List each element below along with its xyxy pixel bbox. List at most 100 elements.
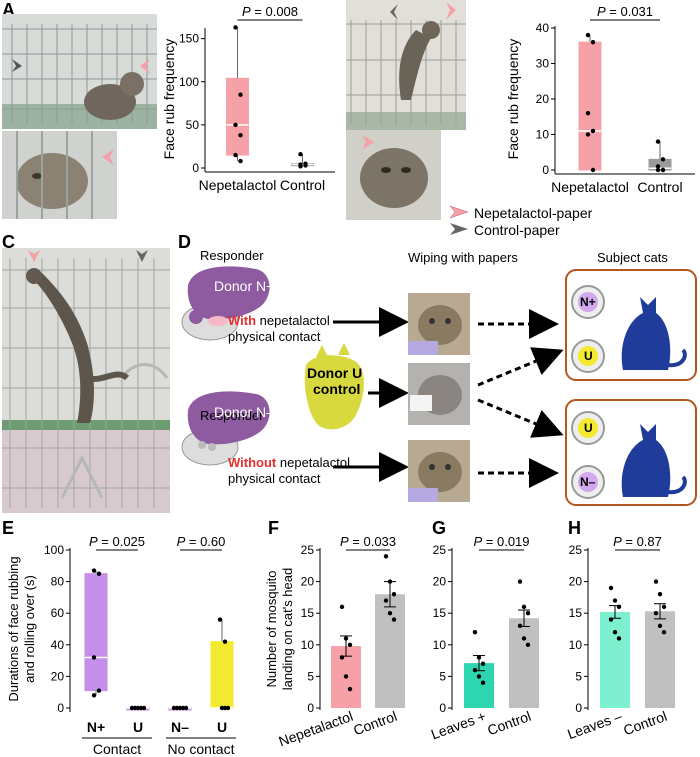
data-point: [91, 655, 97, 660]
subject-cat-top-icon: [621, 297, 687, 370]
label-without-word: Without: [228, 455, 277, 470]
y-tick-label: 25: [569, 543, 583, 557]
data-point: [585, 111, 591, 116]
legend-label-nepetalactol: Nepetalactol-paper: [474, 205, 593, 221]
y-tick-label: 10: [433, 638, 447, 652]
gray-arrowhead-icon: [450, 223, 468, 235]
y-tick-label: 150: [179, 32, 199, 46]
data-point: [525, 611, 531, 616]
box-3: [210, 641, 234, 709]
y-tick-label: 5: [307, 669, 314, 683]
wipe-photo-nplus: [408, 293, 470, 355]
data-point: [590, 40, 596, 45]
data-point: [233, 122, 238, 128]
x-tick-label: U: [133, 719, 143, 735]
data-point: [480, 661, 486, 666]
x-tick-label: Control: [485, 708, 533, 738]
data-point: [476, 655, 482, 660]
y-axis-label: Face rub frequency: [505, 39, 521, 160]
data-point: [472, 629, 478, 635]
data-point: [339, 604, 345, 610]
chart-e: 0 20 40 60 80 100 N+ U N– U Contact No contact P = 0…: [6, 534, 236, 755]
data-point: [238, 92, 243, 97]
data-point: [343, 636, 349, 641]
data-point: [608, 585, 614, 591]
x-tick-label: Leaves –: [565, 708, 624, 743]
chart-g: 0 5 10 15 20 25 Leaves +Control P = 0.019: [429, 534, 539, 742]
y-tick-label: 100: [44, 543, 64, 557]
y-tick-label: 15: [301, 606, 315, 620]
p-value-label: P = 0.033: [340, 534, 396, 549]
y-tick-label: 0: [439, 701, 446, 715]
data-point: [387, 611, 393, 616]
data-point: [217, 617, 223, 622]
data-point: [653, 579, 659, 584]
badge-u-bottom: U: [584, 421, 593, 435]
data-point: [347, 686, 353, 692]
panel-f-letter: F: [268, 518, 279, 538]
y-axis-label-line2: landing on cat's head: [280, 568, 295, 690]
y-tick-label: 0: [307, 701, 314, 715]
data-point: [521, 636, 527, 641]
data-point: [608, 617, 614, 622]
label-responder-top: Responder: [200, 248, 264, 263]
y-tick-label: 20: [433, 575, 447, 589]
y-tick-label: 50: [186, 118, 200, 132]
x-tick-label: Control: [621, 708, 669, 738]
data-point: [653, 611, 659, 616]
y-tick-label: 25: [301, 543, 315, 557]
x-tick-label: Nepetalactol: [276, 708, 355, 750]
photo-b-closeup: [346, 130, 441, 220]
x-tick-label: N–: [171, 719, 189, 735]
label-with-line: With nepetalactol: [228, 313, 330, 328]
data-point: [585, 32, 591, 38]
label-without-line: Without nepetalactol: [228, 455, 350, 470]
data-point: [657, 592, 663, 597]
y-tick-label: 30: [536, 57, 550, 71]
data-point: [339, 655, 345, 660]
panel-d-letter: D: [178, 232, 191, 252]
data-point: [660, 157, 666, 162]
x-tick-label: U: [217, 719, 227, 735]
x-tick-label: Control: [280, 177, 325, 193]
label-physical-contact-1: physical contact: [228, 329, 321, 344]
y-tick-label: 40: [536, 21, 550, 35]
p-value-label: P = 0.031: [597, 4, 653, 19]
x-tick-label: Control: [637, 179, 682, 195]
panel-h-letter: H: [568, 518, 581, 538]
photo-a-cage-cat: [2, 14, 157, 129]
y-tick-label: 20: [301, 575, 315, 589]
legend-nepetalactol-paper: [448, 205, 470, 224]
y-tick-label: 10: [536, 128, 550, 142]
wipe-photo-nminus: [408, 440, 470, 502]
data-point: [238, 133, 243, 138]
data-point: [347, 642, 353, 647]
y-tick-label: 10: [301, 638, 315, 652]
label-with-word: With: [228, 313, 257, 328]
panel-g-letter: G: [432, 518, 447, 538]
data-point: [472, 667, 478, 673]
y-tick-label: 15: [569, 606, 583, 620]
label-wiping-header: Wiping with papers: [408, 250, 518, 265]
data-point: [183, 705, 189, 711]
data-point: [91, 693, 97, 698]
y-tick-label: 0: [57, 701, 64, 715]
wipe-photo-u: [408, 363, 470, 425]
box-0: [84, 573, 108, 692]
data-point: [517, 623, 523, 629]
legend-control-paper: [448, 222, 470, 241]
y-tick-label: 5: [439, 669, 446, 683]
data-point: [525, 642, 531, 647]
badge-u-top: U: [584, 349, 593, 363]
photo-c-cage-standing-cat: [2, 248, 170, 513]
data-point: [476, 674, 482, 679]
data-point: [343, 674, 349, 679]
data-point: [298, 164, 303, 169]
x-tick-label: Nepetalactol: [199, 177, 277, 193]
p-value-label: P = 0.008: [242, 4, 298, 19]
data-point: [655, 164, 661, 169]
data-point: [616, 604, 622, 610]
data-point: [657, 623, 663, 629]
bar-0: [600, 611, 630, 708]
